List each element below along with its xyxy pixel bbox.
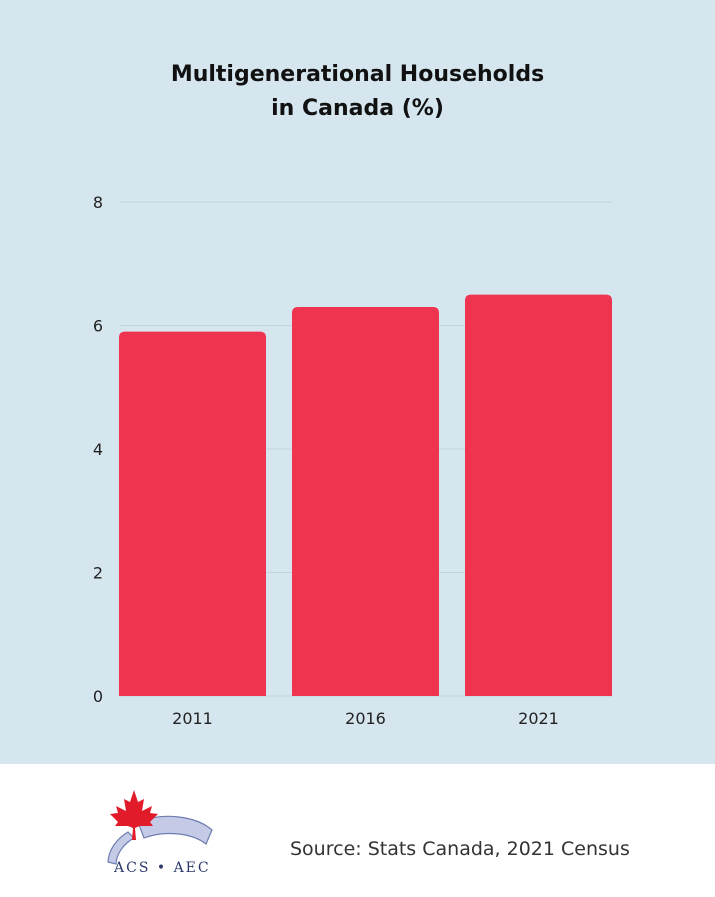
y-tick-label: 2 xyxy=(93,564,103,583)
source-text: Source: Stats Canada, 2021 Census xyxy=(290,838,630,860)
chart-panel: Multigenerational Households in Canada (… xyxy=(0,0,715,764)
y-tick-label: 8 xyxy=(93,193,103,212)
bar-chart: 0 2 4 6 8 2011 2016 2021 xyxy=(93,193,612,728)
x-tick-label: 2016 xyxy=(345,709,386,728)
x-tick-label: 2011 xyxy=(172,709,213,728)
chart-title: Multigenerational Households in Canada (… xyxy=(0,58,715,126)
chart-title-line-1: Multigenerational Households xyxy=(170,62,545,87)
logo-text: ACS • AEC xyxy=(113,860,211,876)
y-tick-label: 6 xyxy=(93,317,103,336)
x-tick-label: 2021 xyxy=(518,709,559,728)
maple-leaf-icon xyxy=(110,790,158,840)
bar-2011 xyxy=(119,331,266,696)
y-tick-label: 0 xyxy=(93,687,103,706)
footer: ACS • AEC Source: Stats Canada, 2021 Cen… xyxy=(0,764,715,897)
y-tick-label: 4 xyxy=(93,440,103,459)
bar-2021 xyxy=(465,294,612,696)
acs-aec-logo: ACS • AEC xyxy=(107,790,213,876)
bar-2016 xyxy=(292,306,439,696)
chart-title-line-2: in Canada (%) xyxy=(271,96,444,121)
